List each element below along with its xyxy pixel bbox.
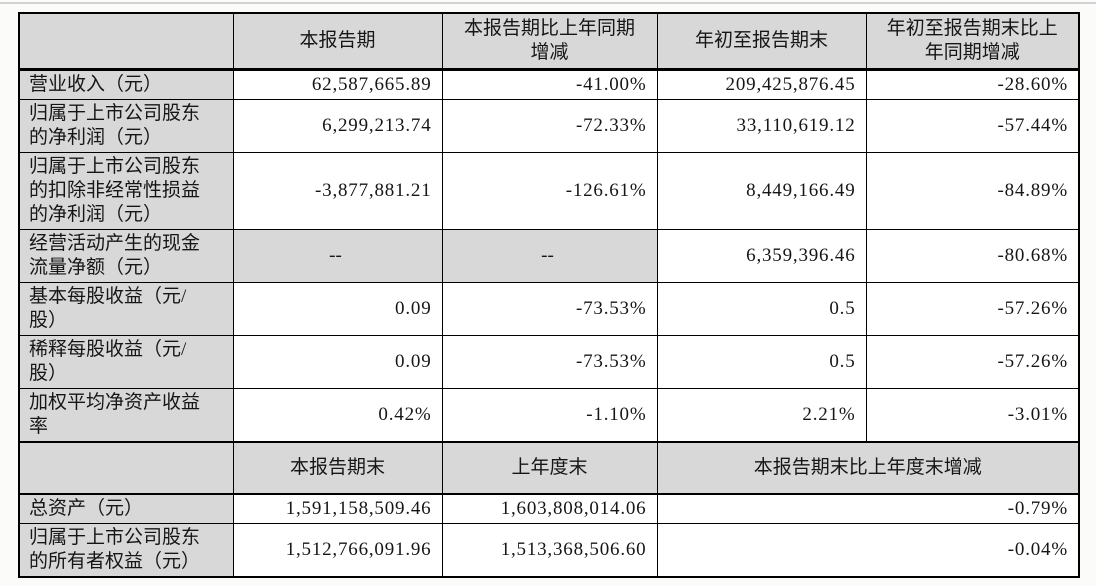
table-header-row-1: 本报告期 本报告期比上年同期 增减 年初至报告期末 年初至报告期末比上 年同期增… <box>18 12 1080 71</box>
value-current-period-change: -73.53% <box>441 335 658 389</box>
header-blank-cell <box>18 441 234 495</box>
value-current-period: 0.09 <box>232 282 443 336</box>
value-ytd: 2.21% <box>656 388 867 443</box>
value-current-period-change: -1.10% <box>441 388 658 443</box>
table-row: 基本每股收益（元/ 股） 0.09 -73.53% 0.5 -57.26% <box>18 282 1080 336</box>
table-row: 归属于上市公司股东 的所有者权益（元） 1,512,766,091.96 1,5… <box>18 523 1080 578</box>
column-header-ytd-change: 年初至报告期末比上 年同期增减 <box>865 12 1080 71</box>
column-header-period-end-change: 本报告期末比上年度末增减 <box>656 441 1080 495</box>
metric-label: 稀释每股收益（元/ 股） <box>18 335 234 389</box>
metric-label: 基本每股收益（元/ 股） <box>18 282 234 336</box>
value-current-period-change: -72.33% <box>441 99 658 153</box>
value-prev-year-end: 1,603,808,014.06 <box>441 493 658 524</box>
table-header-row-2: 本报告期末 上年度末 本报告期末比上年度末增减 <box>18 441 1080 495</box>
value-current-period-change: -126.61% <box>441 152 658 230</box>
value-ytd-change: -57.26% <box>865 282 1080 336</box>
value-ytd-change: -3.01% <box>865 388 1080 443</box>
value-current-period-change: -73.53% <box>441 282 658 336</box>
value-current-period-change-na: -- <box>441 229 658 283</box>
header-blank-cell <box>18 12 234 71</box>
value-prev-year-end: 1,513,368,506.60 <box>441 523 658 578</box>
value-current-period: -3,877,881.21 <box>232 152 443 230</box>
value-current-period: 0.42% <box>232 388 443 443</box>
value-period-end-change: -0.04% <box>656 523 1080 578</box>
value-ytd: 33,110,619.12 <box>656 99 867 153</box>
table-row: 稀释每股收益（元/ 股） 0.09 -73.53% 0.5 -57.26% <box>18 335 1080 389</box>
value-ytd: 6,359,396.46 <box>656 229 867 283</box>
value-current-period: 6,299,213.74 <box>232 99 443 153</box>
metric-label: 经营活动产生的现金 流量净额（元） <box>18 229 234 283</box>
value-current-period-na: -- <box>232 229 443 283</box>
metric-label: 营业收入（元） <box>18 69 234 100</box>
metric-label: 加权平均净资产收益 率 <box>18 388 234 443</box>
column-header-current-period-change: 本报告期比上年同期 增减 <box>441 12 658 71</box>
page-top-rule <box>0 2 1096 4</box>
metric-label: 归属于上市公司股东 的扣除非经常性损益 的净利润（元） <box>18 152 234 230</box>
table-row: 营业收入（元） 62,587,665.89 -41.00% 209,425,87… <box>18 69 1080 100</box>
value-ytd-change: -28.60% <box>865 69 1080 100</box>
value-current-period: 0.09 <box>232 335 443 389</box>
metric-label: 归属于上市公司股东 的所有者权益（元） <box>18 523 234 578</box>
value-ytd-change: -57.44% <box>865 99 1080 153</box>
table-row: 归属于上市公司股东 的扣除非经常性损益 的净利润（元） -3,877,881.2… <box>18 152 1080 230</box>
value-ytd-change: -80.68% <box>865 229 1080 283</box>
value-ytd: 8,449,166.49 <box>656 152 867 230</box>
value-ytd: 0.5 <box>656 335 867 389</box>
column-header-current-period: 本报告期 <box>232 12 443 71</box>
metric-label: 归属于上市公司股东 的净利润（元） <box>18 99 234 153</box>
value-ytd: 209,425,876.45 <box>656 69 867 100</box>
metric-label: 总资产（元） <box>18 493 234 524</box>
value-ytd-change: -84.89% <box>865 152 1080 230</box>
value-period-end: 1,591,158,509.46 <box>232 493 443 524</box>
column-header-period-end: 本报告期末 <box>232 441 443 495</box>
column-header-prev-year-end: 上年度末 <box>441 441 658 495</box>
column-header-ytd: 年初至报告期末 <box>656 12 867 71</box>
value-period-end-change: -0.79% <box>656 493 1080 524</box>
value-current-period: 62,587,665.89 <box>232 69 443 100</box>
value-period-end: 1,512,766,091.96 <box>232 523 443 578</box>
table-row: 总资产（元） 1,591,158,509.46 1,603,808,014.06… <box>18 493 1080 524</box>
value-ytd-change: -57.26% <box>865 335 1080 389</box>
table-row: 经营活动产生的现金 流量净额（元） -- -- 6,359,396.46 -80… <box>18 229 1080 283</box>
table-row: 归属于上市公司股东 的净利润（元） 6,299,213.74 -72.33% 3… <box>18 99 1080 153</box>
value-current-period-change: -41.00% <box>441 69 658 100</box>
value-ytd: 0.5 <box>656 282 867 336</box>
financial-summary-table: 本报告期 本报告期比上年同期 增减 年初至报告期末 年初至报告期末比上 年同期增… <box>18 12 1080 578</box>
table-row: 加权平均净资产收益 率 0.42% -1.10% 2.21% -3.01% <box>18 388 1080 443</box>
